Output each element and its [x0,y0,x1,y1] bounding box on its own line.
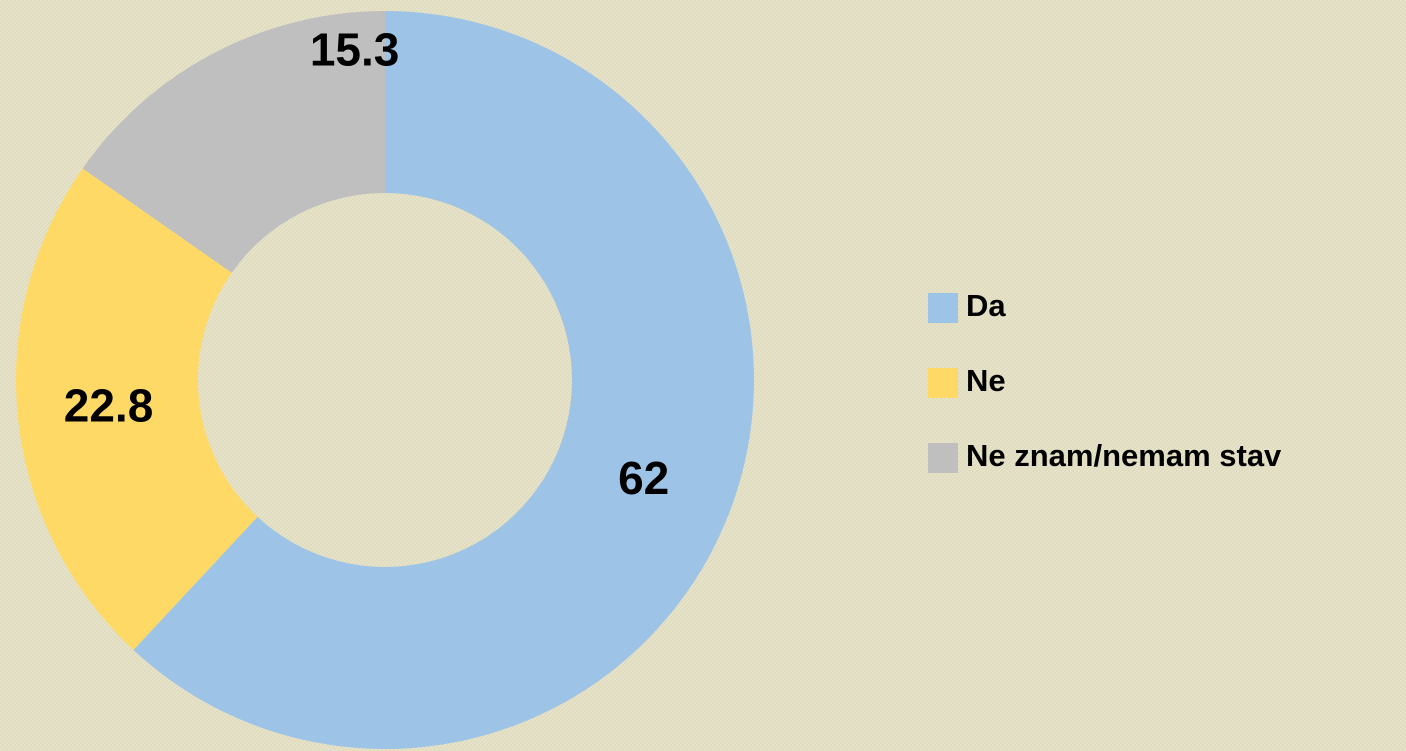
slice [133,11,754,749]
data-label: 15.3 [310,24,400,76]
data-label: 62 [618,452,669,504]
slice [15,168,258,650]
data-labels: 62 22.8 15.3 [64,24,669,504]
legend-swatch [928,293,958,323]
legend-label: Ne znam/nemam stav [966,438,1282,473]
legend-swatch [928,368,958,398]
legend: Da Ne Ne znam/nemam stav [928,288,1282,473]
data-label: 22.8 [64,379,154,431]
donut [15,11,754,749]
legend-label: Da [966,288,1006,323]
legend-label: Ne [966,363,1006,398]
legend-swatch [928,443,958,473]
slice [82,11,385,273]
